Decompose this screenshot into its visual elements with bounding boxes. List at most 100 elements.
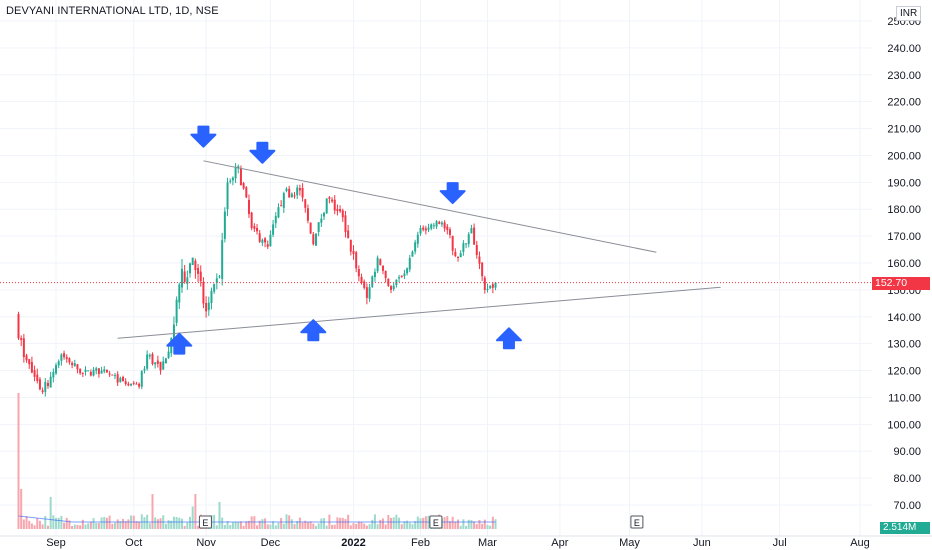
candle-body — [494, 282, 497, 288]
price-tick-label: 220.00 — [887, 97, 921, 109]
volume-bar — [239, 521, 242, 529]
earnings-marker-label: E — [433, 518, 439, 528]
volume-bar — [194, 494, 197, 529]
candle-body — [371, 276, 374, 287]
volume-bar — [221, 517, 224, 529]
volume-bar — [143, 517, 146, 529]
volume-bar — [363, 523, 366, 529]
volume-bar — [111, 523, 114, 529]
candle-body — [84, 369, 87, 372]
candle-body — [266, 244, 269, 247]
candle-body — [65, 357, 68, 359]
time-tick-label: Aug — [850, 537, 870, 549]
candle-body — [379, 259, 382, 266]
volume-bar — [253, 516, 256, 529]
volume-bar — [138, 521, 141, 529]
volume-bar — [368, 524, 371, 529]
candle-body — [231, 177, 234, 181]
volume-bar — [280, 518, 283, 529]
volume-bar — [167, 520, 170, 529]
candle-body — [205, 302, 208, 312]
volume-bar — [365, 525, 368, 529]
candle-body — [435, 221, 438, 227]
arrow-down-icon — [190, 125, 217, 148]
candle-body — [127, 383, 130, 386]
candle-body — [465, 243, 468, 245]
candle-body — [424, 228, 427, 231]
candle-body — [250, 212, 253, 229]
candle-body — [52, 372, 55, 378]
candle-body — [290, 193, 293, 198]
volume-bar — [352, 523, 355, 529]
candle-body — [481, 262, 484, 277]
candle-body — [189, 263, 192, 274]
volume-bar — [38, 520, 41, 529]
candle-body — [89, 371, 92, 376]
candle-body — [226, 182, 229, 210]
volume-bar — [242, 525, 245, 529]
volume-bar — [408, 522, 411, 529]
volume-bar — [229, 525, 232, 529]
candle-body — [154, 362, 157, 365]
candle-body — [320, 218, 323, 223]
candle-body — [22, 338, 25, 358]
volume-bar — [100, 517, 103, 529]
candle-body — [339, 209, 342, 212]
volume-bar — [390, 517, 393, 529]
volume-bar — [36, 518, 39, 529]
candle-body — [97, 368, 100, 375]
earnings-marker-label: E — [202, 518, 208, 528]
volume-bar — [258, 520, 261, 529]
volume-bar — [400, 524, 403, 529]
volume-bar — [178, 517, 181, 529]
volume-bar — [231, 522, 234, 529]
time-tick-label: Nov — [196, 537, 216, 549]
candle-body — [368, 287, 371, 299]
candle-body — [68, 358, 71, 363]
candle-body — [264, 238, 267, 243]
volume-bar — [357, 521, 360, 529]
candle-body — [355, 252, 358, 269]
volume-bar — [256, 525, 259, 529]
time-tick-label: Oct — [125, 537, 142, 549]
volume-tag: 2.514M — [880, 522, 930, 534]
volume-bar — [457, 519, 460, 529]
volume-bar — [60, 515, 63, 529]
candle-body — [87, 370, 90, 372]
candle-body — [191, 257, 194, 266]
volume-bar — [451, 516, 454, 529]
volume-bar — [379, 519, 382, 529]
candle-body — [317, 222, 320, 232]
candle-body — [25, 355, 28, 361]
candle-body — [108, 373, 111, 375]
candle-body — [328, 197, 331, 199]
candle-body — [387, 278, 390, 286]
volume-bar — [65, 517, 68, 529]
volume-bar — [22, 519, 25, 529]
currency-button[interactable]: INR — [896, 6, 922, 21]
candle-body — [122, 376, 125, 381]
candle-body — [175, 299, 178, 323]
volume-bar — [296, 520, 299, 529]
candle-body — [301, 187, 304, 198]
volume-bar — [371, 519, 374, 529]
candle-body — [253, 226, 256, 229]
candle-body — [331, 199, 334, 202]
candle-body — [186, 277, 189, 284]
candle-body — [207, 302, 210, 311]
candle-body — [475, 244, 478, 256]
candle-body — [419, 228, 422, 234]
candle-body — [414, 242, 417, 252]
candle-body — [46, 382, 49, 387]
candle-body — [60, 354, 63, 361]
candle-body — [298, 188, 301, 191]
volume-bar — [30, 523, 33, 529]
time-tick-label: May — [619, 537, 640, 549]
candle-body — [151, 353, 154, 365]
volume-bar — [151, 494, 154, 529]
candle-body — [100, 370, 103, 374]
candle-body — [44, 381, 47, 392]
volume-bar — [320, 518, 323, 529]
